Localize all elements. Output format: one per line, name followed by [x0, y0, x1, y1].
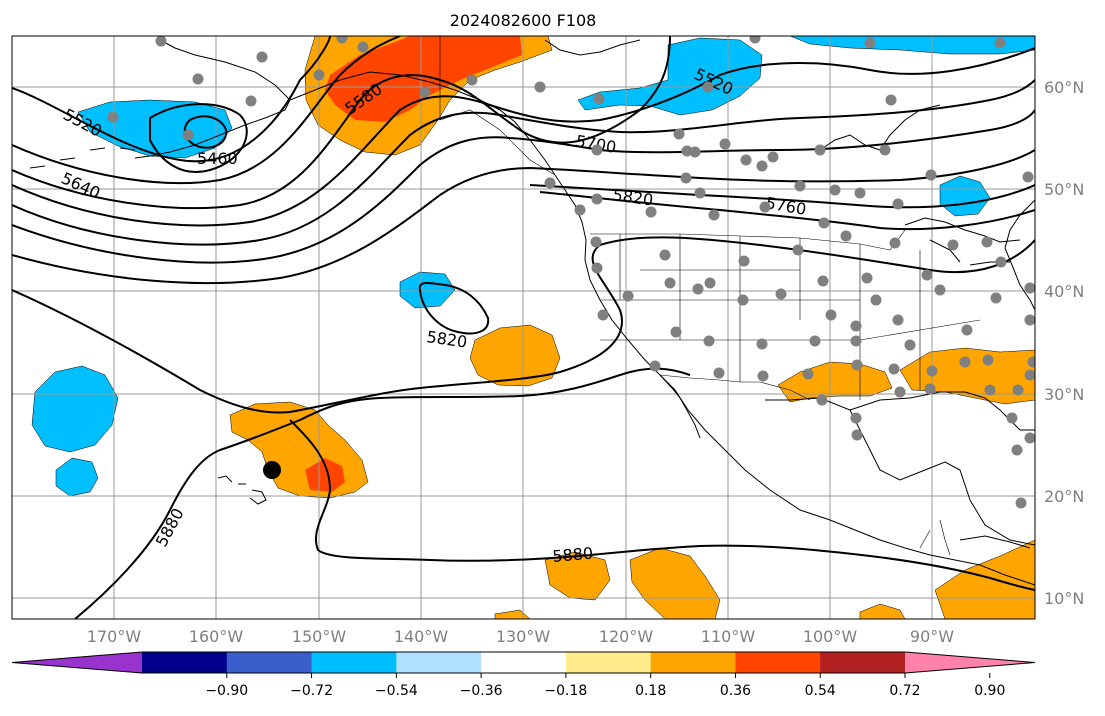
lon-label: 100°W	[803, 627, 858, 646]
colorbar-tick-label: 0.90	[974, 683, 1005, 699]
contour-line	[289, 419, 1035, 591]
colorbar-segment	[142, 652, 228, 673]
gulf-of-mexico-coast	[765, 397, 1035, 546]
contour-line	[529, 184, 1035, 209]
atlantic-coast	[1004, 199, 1035, 311]
map-title: 2024082600 F108	[450, 11, 597, 30]
contour-line	[12, 79, 1035, 246]
contour-line	[418, 282, 490, 335]
colorbar-tick-label: 0.18	[635, 683, 666, 699]
lat-label: 40°N	[1044, 282, 1084, 301]
lon-label: 170°W	[87, 627, 142, 646]
positive-anomaly-region	[934, 539, 1035, 619]
colorbar-segment	[820, 652, 906, 673]
positive-anomaly-region	[544, 551, 611, 601]
contour-line	[74, 367, 691, 619]
lon-label: 140°W	[394, 627, 449, 646]
negative-anomaly-region	[31, 365, 119, 453]
lat-label: 30°N	[1044, 385, 1084, 404]
lat-label: 50°N	[1044, 180, 1084, 199]
canada-coast-north	[544, 39, 641, 56]
political-borders	[439, 36, 981, 556]
lat-label: 60°N	[1044, 78, 1084, 97]
colorbar-tick-label: −0.54	[375, 683, 418, 699]
longitude-labels: 170°W 160°W 150°W 140°W 130°W 120°W 110°…	[87, 627, 954, 646]
colorbar-segment	[311, 652, 397, 673]
contour-line	[539, 191, 1035, 231]
gulf-coast-north	[849, 391, 1035, 431]
contour-label: 5460	[197, 149, 238, 168]
colorbar-segment	[226, 652, 313, 673]
contour-line	[12, 149, 1035, 285]
negative-anomaly-region	[399, 271, 456, 309]
contour-line	[12, 236, 1035, 414]
lon-label: 150°W	[292, 627, 347, 646]
strong-positive-anomaly-region	[325, 36, 522, 122]
lon-label: 120°W	[599, 627, 654, 646]
baja-coast	[659, 374, 701, 439]
negative-anomaly-region	[789, 36, 1035, 55]
contour-line	[12, 109, 1035, 264]
colorbar-segment	[650, 652, 736, 673]
positive-anomaly-region	[629, 547, 721, 619]
map-border	[11, 35, 1036, 620]
alaska-coast	[134, 39, 291, 159]
lat-label: 10°N	[1044, 589, 1084, 608]
colorbar-tick-label: −0.18	[544, 683, 587, 699]
colorbar-outline	[11, 651, 1036, 674]
colorbar-tick-label: 0.36	[720, 683, 751, 699]
contour-line	[149, 103, 248, 173]
colorbar-tick-label: 0.54	[805, 683, 836, 699]
lon-label: 110°W	[701, 627, 756, 646]
colorbar-tick-label: −0.90	[205, 683, 248, 699]
negative-anomaly-region	[55, 457, 99, 497]
pacific-northwest-coast	[554, 174, 1035, 586]
latitude-labels: 60°N 50°N 40°N 30°N 20°N 10°N	[1044, 78, 1084, 608]
lon-label: 160°W	[189, 627, 244, 646]
contour-line	[12, 36, 401, 185]
lat-label: 20°N	[1044, 487, 1084, 506]
colorbar-tick-label: −0.36	[460, 683, 503, 699]
hawaii-islands	[217, 475, 267, 505]
colorbar-extend-low	[12, 652, 142, 673]
cuba-coast	[959, 535, 1031, 549]
positive-anomaly-region	[469, 324, 561, 387]
lon-label: 90°W	[910, 627, 954, 646]
colorbar-segment	[481, 652, 567, 673]
station-dots	[107, 36, 1035, 509]
colorbar-extend-high	[905, 652, 1035, 673]
contour-line	[12, 47, 1035, 227]
colorbar-segment	[565, 652, 652, 673]
positive-anomaly-region	[859, 603, 906, 619]
positive-anomaly-region	[494, 609, 531, 619]
colorbar: −0.90 −0.72 −0.54 −0.36 −0.18 0.18 0.36 0.54 0.7…	[11, 651, 1036, 699]
height-contours	[12, 36, 1035, 619]
negative-anomaly-region	[577, 37, 763, 116]
location-marker	[263, 461, 281, 479]
coastlines	[29, 39, 1035, 586]
contour-line	[12, 36, 671, 210]
lon-label: 130°W	[496, 627, 551, 646]
colorbar-tick-label: −0.72	[290, 683, 333, 699]
map-area: 5520 5460 5640 5580 5520 5700 5820 5760 …	[12, 36, 1035, 619]
contour-label: 5880	[552, 544, 594, 566]
aleutian-islands	[29, 147, 136, 169]
colorbar-segment	[396, 652, 482, 673]
colorbar-tick-label: 0.72	[889, 683, 920, 699]
contour-line	[12, 36, 331, 163]
strong-positive-anomaly-region	[305, 458, 345, 492]
colorbar-segment	[735, 652, 821, 673]
